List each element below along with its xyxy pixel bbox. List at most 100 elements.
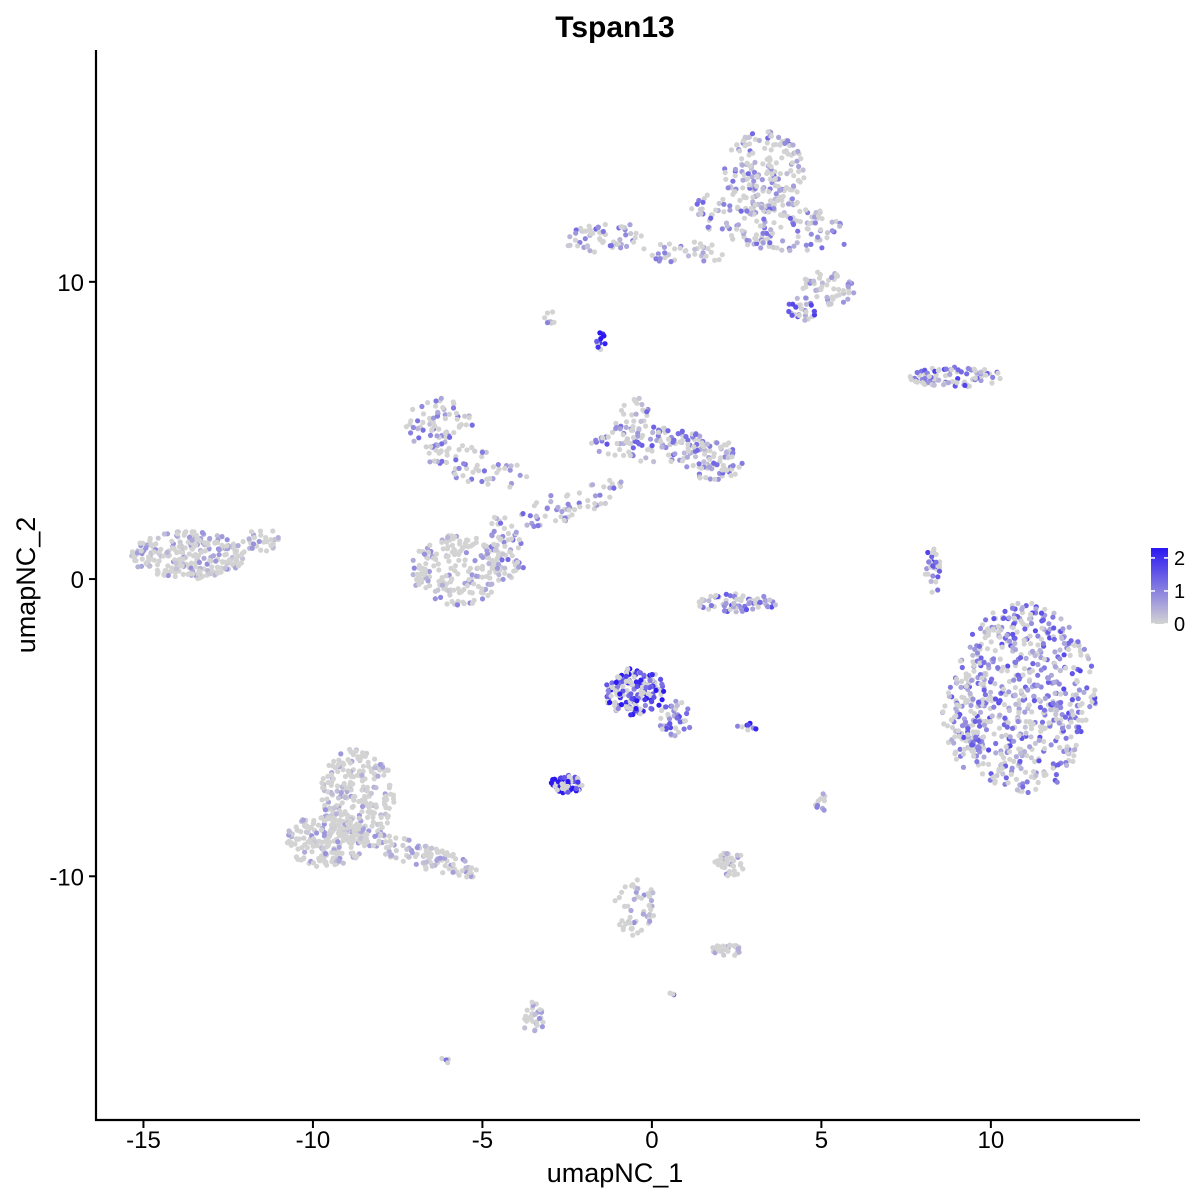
data-point (776, 134, 782, 140)
data-point (682, 718, 688, 724)
data-point (642, 702, 649, 709)
data-point (452, 563, 458, 569)
data-point (219, 542, 225, 548)
data-point (829, 294, 835, 300)
data-point (484, 551, 491, 557)
data-point (361, 843, 368, 849)
y-tick-label: -10 (49, 864, 84, 891)
data-point (668, 458, 674, 464)
data-point (214, 533, 220, 539)
data-point (386, 782, 392, 788)
data-point (1001, 615, 1007, 621)
data-point (446, 866, 452, 872)
data-point (593, 437, 599, 443)
data-point (692, 251, 698, 257)
data-point (754, 173, 760, 179)
data-point (1017, 758, 1023, 764)
data-point (970, 652, 976, 658)
data-point (760, 185, 766, 192)
data-point (469, 422, 475, 428)
data-point (701, 258, 707, 264)
x-tick-label: 0 (645, 1127, 658, 1154)
data-point (666, 716, 673, 722)
data-point (727, 203, 733, 209)
data-point (320, 845, 326, 851)
data-point (967, 644, 973, 650)
data-point (194, 537, 200, 543)
data-point (536, 1015, 543, 1022)
data-point (724, 223, 730, 229)
data-point (824, 294, 830, 300)
data-point (703, 253, 709, 259)
data-point (640, 432, 646, 439)
data-point (711, 453, 717, 459)
data-point (772, 176, 778, 182)
data-point (299, 845, 305, 851)
data-point (661, 244, 668, 250)
data-point (716, 257, 722, 263)
data-point (338, 790, 344, 796)
data-point (677, 245, 683, 251)
data-point (359, 778, 365, 784)
data-point (972, 718, 978, 725)
data-point (720, 462, 727, 469)
data-point (657, 241, 664, 248)
data-point (515, 545, 522, 551)
data-point (460, 599, 466, 605)
data-point (513, 529, 519, 535)
data-point (620, 432, 626, 438)
data-point (224, 543, 230, 549)
data-point (685, 253, 692, 259)
data-point (436, 567, 442, 573)
colorbar-legend: 0 1 2 (1151, 548, 1185, 636)
data-point (479, 586, 485, 592)
data-point (738, 208, 744, 214)
data-point (1055, 762, 1061, 768)
data-point (340, 860, 346, 866)
data-point (740, 177, 746, 183)
data-point (1022, 626, 1028, 632)
data-point (295, 836, 301, 843)
data-point (386, 844, 392, 850)
data-point (1035, 672, 1041, 678)
data-point (659, 681, 665, 687)
data-point (561, 517, 567, 524)
data-point (798, 156, 804, 162)
data-point (1063, 735, 1069, 741)
data-point (1057, 656, 1063, 662)
data-point (704, 192, 710, 198)
data-point (617, 483, 624, 490)
data-point (386, 833, 392, 839)
data-point (1001, 702, 1008, 708)
data-point (677, 439, 683, 445)
data-point (1015, 600, 1021, 607)
data-point (834, 293, 840, 299)
data-point (641, 246, 647, 252)
data-point (739, 156, 745, 162)
data-point (301, 835, 307, 841)
data-point (948, 367, 955, 373)
data-point (373, 804, 379, 810)
data-point (979, 675, 985, 681)
data-point (777, 187, 783, 193)
y-axis-label: umapNC_2 (11, 517, 41, 654)
data-point (929, 554, 935, 560)
data-point (732, 173, 738, 179)
data-point (989, 380, 995, 386)
data-point (681, 726, 687, 732)
data-point (697, 206, 703, 213)
data-point (613, 679, 619, 686)
data-point (684, 710, 690, 717)
data-point (432, 588, 438, 594)
data-point (319, 797, 325, 803)
data-point (336, 808, 343, 814)
data-point (235, 553, 241, 559)
data-point (662, 250, 668, 256)
data-point (767, 157, 773, 163)
data-point (963, 699, 969, 706)
data-point (460, 473, 466, 479)
data-point (529, 999, 535, 1005)
data-point (414, 571, 420, 578)
data-point (768, 133, 775, 139)
data-point (1069, 697, 1075, 703)
